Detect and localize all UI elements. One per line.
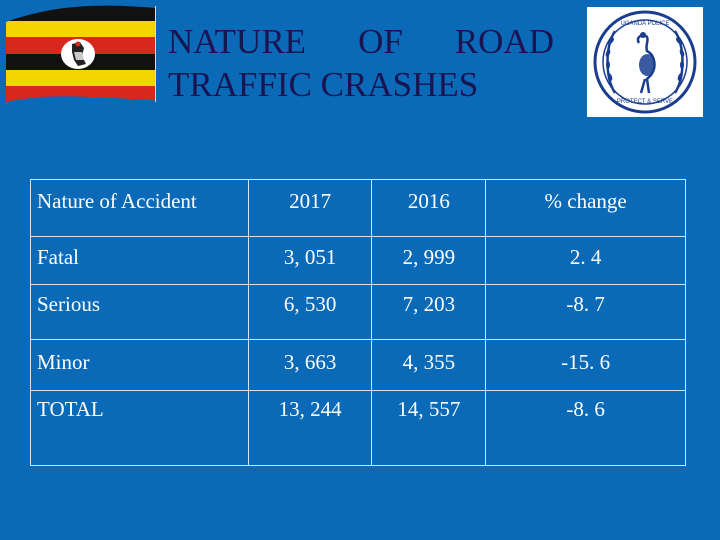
table-row: Minor 3, 663 4, 355 -15. 6 [30, 339, 686, 391]
title-line-1: NATURE OF ROAD [168, 20, 554, 63]
table-cell: 4, 355 [371, 339, 487, 391]
uganda-police-logo-icon: UGANDA POLICE PROTECT & SERVE [587, 7, 703, 117]
table-header-cell: 2016 [371, 179, 487, 237]
table-cell: 3, 051 [247, 236, 373, 285]
table-cell: TOTAL [30, 390, 249, 466]
title-word: OF [358, 22, 403, 61]
table-cell: Fatal [30, 236, 249, 285]
title-word: NATURE [168, 22, 307, 61]
crash-table: Nature of Accident 2017 2016 % change Fa… [30, 179, 686, 466]
table-cell: 13, 244 [247, 390, 373, 466]
table-cell: 3, 663 [247, 339, 373, 391]
uganda-flag-icon [6, 5, 156, 103]
table-header-row: Nature of Accident 2017 2016 % change [30, 179, 686, 237]
table-cell: 2. 4 [485, 236, 686, 285]
logo-top-text: UGANDA POLICE [620, 21, 669, 27]
table-cell: Serious [30, 284, 249, 340]
table-header-cell: Nature of Accident [30, 179, 249, 237]
table-cell: 7, 203 [371, 284, 487, 340]
table-cell: 2, 999 [371, 236, 487, 285]
page-title: NATURE OF ROAD TRAFFIC CRASHES [168, 20, 568, 106]
table-cell: -8. 6 [485, 390, 686, 466]
table-row: TOTAL 13, 244 14, 557 -8. 6 [30, 390, 686, 466]
table-cell: 6, 530 [247, 284, 373, 340]
title-word: ROAD [454, 22, 554, 61]
title-line-2: TRAFFIC CRASHES [168, 65, 479, 104]
table-cell: 14, 557 [371, 390, 487, 466]
table-header-cell: % change [485, 179, 686, 237]
table-cell: Minor [30, 339, 249, 391]
table-cell: -8. 7 [485, 284, 686, 340]
logo-bottom-text: PROTECT & SERVE [617, 99, 673, 105]
table-row: Serious 6, 530 7, 203 -8. 7 [30, 284, 686, 340]
table-row: Fatal 3, 051 2, 999 2. 4 [30, 236, 686, 285]
table-cell: -15. 6 [485, 339, 686, 391]
table-header-cell: 2017 [247, 179, 373, 237]
